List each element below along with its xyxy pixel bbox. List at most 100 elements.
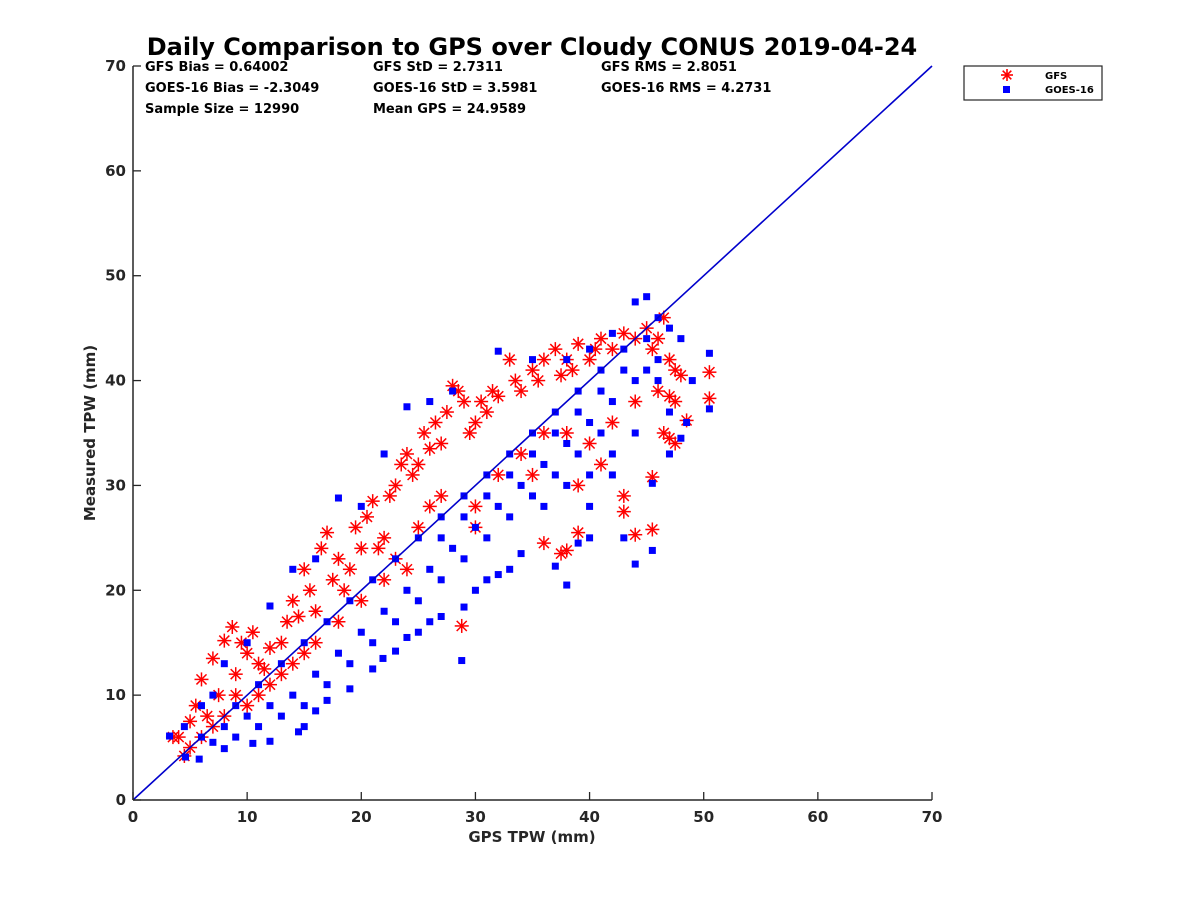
goes16-point bbox=[426, 618, 434, 626]
goes16-point bbox=[563, 581, 571, 589]
goes16-point bbox=[586, 419, 594, 427]
gfs-point bbox=[468, 499, 483, 514]
goes16-point bbox=[357, 502, 365, 510]
goes16-point bbox=[551, 562, 559, 570]
gfs-point bbox=[571, 336, 586, 351]
goes16-point bbox=[182, 753, 190, 761]
x-tick-label: 20 bbox=[351, 808, 372, 826]
gfs-point bbox=[342, 562, 357, 577]
goes16-point bbox=[551, 471, 559, 479]
gfs-point bbox=[359, 509, 374, 524]
goes16-point bbox=[414, 628, 422, 636]
stat-gfs-std: GFS StD = 2.7311 bbox=[373, 60, 503, 75]
goes16-point bbox=[677, 335, 685, 343]
gfs-point bbox=[651, 331, 666, 346]
goes16-point bbox=[300, 723, 308, 731]
stat-mean-gps: Mean GPS = 24.9589 bbox=[373, 102, 526, 117]
goes16-point bbox=[266, 602, 274, 610]
stat-gfs-rms: GFS RMS = 2.8051 bbox=[601, 60, 737, 75]
goes16-point bbox=[312, 670, 320, 678]
goes16-point bbox=[289, 691, 297, 699]
goes16-point bbox=[266, 737, 274, 745]
gfs-point bbox=[377, 572, 392, 587]
goes16-point bbox=[494, 571, 502, 579]
data-points-layer bbox=[165, 293, 717, 763]
goes16-point bbox=[597, 387, 605, 395]
gfs-point bbox=[479, 405, 494, 420]
gfs-point bbox=[428, 415, 443, 430]
gfs-point bbox=[274, 667, 289, 682]
gfs-point bbox=[228, 688, 243, 703]
stat-goes-std: GOES-16 StD = 3.5981 bbox=[373, 81, 537, 96]
goes16-point bbox=[220, 723, 228, 731]
x-tick-label: 0 bbox=[128, 808, 138, 826]
gfs-point bbox=[593, 331, 608, 346]
gfs-point bbox=[702, 391, 717, 406]
goes16-point bbox=[648, 479, 656, 487]
gfs-point bbox=[434, 488, 449, 503]
gfs-point bbox=[399, 562, 414, 577]
goes16-point bbox=[648, 546, 656, 554]
goes16-point bbox=[665, 324, 673, 332]
gfs-point bbox=[616, 326, 631, 341]
goes16-point bbox=[346, 660, 354, 668]
gfs-point bbox=[388, 478, 403, 493]
goes16-point bbox=[551, 429, 559, 437]
gfs-point bbox=[593, 457, 608, 472]
goes16-point bbox=[379, 654, 387, 662]
stat-sample-size: Sample Size = 12990 bbox=[145, 102, 299, 117]
one-to-one-line bbox=[132, 65, 933, 801]
goes16-point bbox=[631, 560, 639, 568]
gfs-point bbox=[302, 583, 317, 598]
gfs-point bbox=[205, 651, 220, 666]
gfs-point bbox=[354, 541, 369, 556]
goes16-point bbox=[414, 597, 422, 605]
goes16-point bbox=[631, 298, 639, 306]
gfs-point bbox=[645, 342, 660, 357]
y-tick-label: 30 bbox=[105, 476, 126, 494]
goes16-point bbox=[654, 377, 662, 385]
goes16-point bbox=[683, 419, 691, 427]
goes16-point bbox=[494, 502, 502, 510]
goes16-point bbox=[334, 494, 342, 502]
gfs-point bbox=[308, 604, 323, 619]
gfs-point bbox=[297, 562, 312, 577]
y-tick-label: 0 bbox=[116, 791, 126, 809]
gfs-point bbox=[194, 672, 209, 687]
gfs-point bbox=[399, 446, 414, 461]
gfs-point bbox=[565, 363, 580, 378]
goes16-point bbox=[665, 450, 673, 458]
gfs-point bbox=[348, 520, 363, 535]
stat-gfs-bias: GFS Bias = 0.64002 bbox=[145, 60, 288, 75]
goes16-point bbox=[608, 450, 616, 458]
gfs-point bbox=[274, 635, 289, 650]
goes16-point bbox=[266, 702, 274, 710]
stat-goes-bias: GOES-16 Bias = -2.3049 bbox=[145, 81, 319, 96]
goes16-point bbox=[620, 366, 628, 374]
goes16-point bbox=[631, 429, 639, 437]
goes16-point bbox=[705, 405, 713, 413]
goes16-point bbox=[529, 492, 536, 500]
gfs-point bbox=[645, 522, 660, 537]
goes16-point bbox=[586, 502, 594, 510]
gfs-point bbox=[628, 527, 643, 542]
gfs-point bbox=[508, 373, 523, 388]
goes16-point bbox=[471, 523, 479, 531]
gfs-point bbox=[422, 441, 437, 456]
goes16-point bbox=[392, 647, 400, 655]
y-tick-label: 40 bbox=[105, 372, 126, 390]
goes16-point bbox=[563, 439, 571, 447]
goes16-point bbox=[563, 356, 571, 364]
gfs-point bbox=[457, 394, 472, 409]
gfs-point bbox=[439, 405, 454, 420]
y-axis-label: Measured TPW (mm) bbox=[81, 345, 99, 521]
goes16-point bbox=[586, 345, 594, 353]
goes16-point bbox=[460, 555, 468, 563]
gfs-point bbox=[262, 677, 277, 692]
goes16-point bbox=[608, 398, 616, 406]
gfs-point bbox=[536, 352, 551, 367]
x-tick-label: 70 bbox=[922, 808, 943, 826]
gfs-point bbox=[405, 467, 420, 482]
gfs-point bbox=[417, 426, 432, 440]
gfs-point bbox=[554, 368, 569, 383]
